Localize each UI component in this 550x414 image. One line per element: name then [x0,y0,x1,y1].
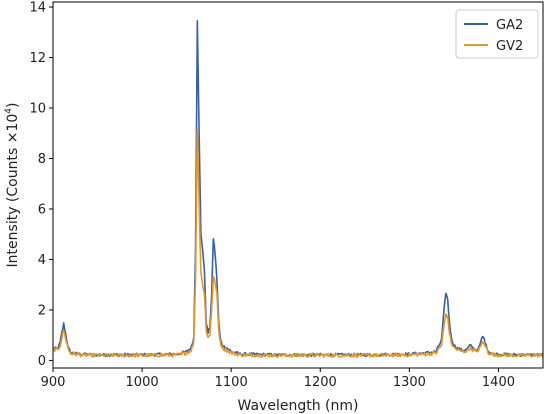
y-axis-label: Intensity (Counts ×104) [4,103,21,268]
x-axis-ticks: 900 1000 1100 1200 1300 1400 [41,368,515,390]
y-tick-label: 14 [29,1,46,16]
x-tick-label: 1300 [393,375,426,390]
x-tick-label: 1000 [126,375,159,390]
y-axis-label-exponent: 4 [4,108,14,114]
y-tick-label: 8 [38,152,46,167]
x-axis-label: Wavelength (nm) [238,398,359,414]
y-axis-label-close: ) [5,103,21,108]
series-line-ga2 [52,20,544,358]
y-axis-label-main: Intensity (Counts ×10 [5,114,21,268]
legend-label-gv2: GV2 [496,39,523,54]
y-tick-label: 6 [38,202,46,217]
y-tick-label: 10 [29,102,46,117]
x-tick-label: 1200 [304,375,337,390]
legend-label-ga2: GA2 [496,18,523,33]
plot-area [52,20,544,358]
series-line-gv2 [52,128,544,358]
legend: GA2 GV2 [455,9,539,59]
y-tick-label: 2 [38,303,46,318]
y-tick-label: 12 [29,51,46,66]
y-tick-label: 0 [38,354,46,369]
y-axis-ticks: 0 2 4 6 8 10 12 14 [29,1,53,369]
y-tick-label: 4 [38,253,46,268]
plot-frame [52,1,544,369]
x-tick-label: 900 [41,375,66,390]
x-tick-label: 1100 [215,375,248,390]
x-tick-label: 1400 [482,375,515,390]
